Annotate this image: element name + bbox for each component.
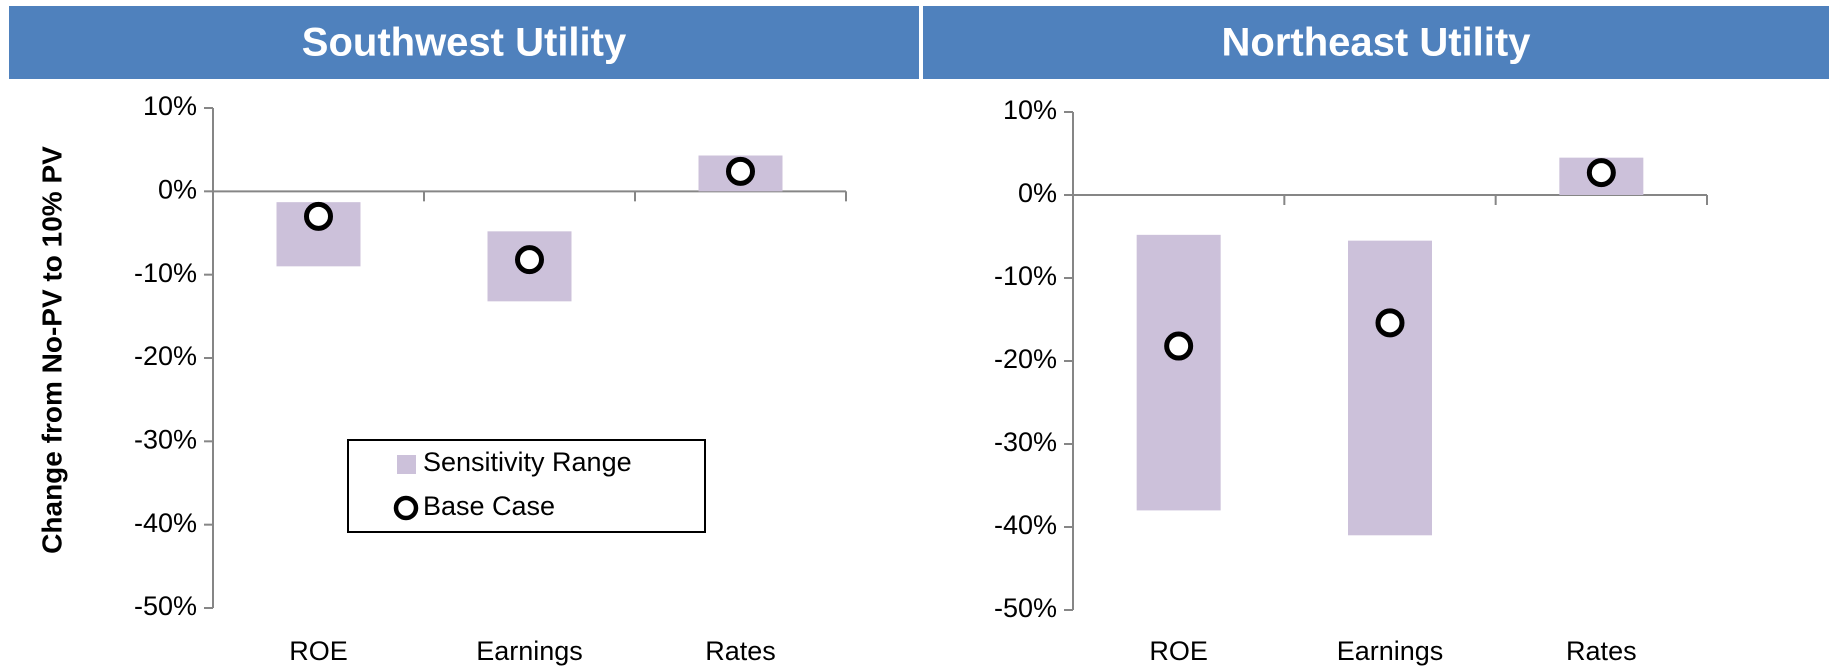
y-tick-label: 10%: [143, 91, 197, 121]
base-case-point: [1375, 308, 1405, 338]
legend-symbol: [393, 495, 419, 521]
y-tick-label: -10%: [994, 261, 1057, 291]
chart-title: Northeast Utility: [1222, 21, 1532, 65]
range-bar: [1348, 240, 1432, 536]
legend-swatch: [397, 455, 416, 474]
x-tick-label: ROE: [289, 636, 348, 666]
y-tick-label: -10%: [134, 258, 197, 288]
legend-label: Sensitivity Range: [423, 447, 632, 477]
y-tick-label: -40%: [994, 510, 1057, 540]
x-tick-label: Earnings: [1337, 636, 1444, 666]
chart-title: Southwest Utility: [302, 21, 627, 65]
range-bar: [1136, 234, 1221, 511]
y-tick-label: -50%: [994, 593, 1057, 623]
y-tick-label: 10%: [1003, 95, 1057, 125]
x-tick-label: Earnings: [476, 636, 583, 666]
base-case-point: [515, 245, 544, 275]
y-tick-label: -50%: [134, 591, 197, 621]
base-case-point: [304, 201, 333, 231]
y-tick-label: -30%: [994, 427, 1057, 457]
base-case-point: [1586, 158, 1616, 188]
y-axis-label: Change from No-PV to 10% PV: [36, 146, 67, 554]
legend-label: Base Case: [423, 491, 555, 521]
x-tick-label: ROE: [1149, 636, 1208, 666]
y-tick-label: 0%: [158, 174, 197, 204]
y-tick-label: -40%: [134, 508, 197, 538]
base-case-point: [1164, 331, 1194, 361]
base-case-point: [726, 156, 755, 186]
y-tick-label: -30%: [134, 424, 197, 454]
y-tick-label: -20%: [134, 341, 197, 371]
y-tick-label: 0%: [1018, 178, 1057, 208]
header-band: [9, 6, 919, 79]
x-tick-label: Rates: [1566, 636, 1637, 666]
y-tick-label: -20%: [994, 344, 1057, 374]
header-band: [923, 6, 1829, 79]
x-tick-label: Rates: [705, 636, 776, 666]
